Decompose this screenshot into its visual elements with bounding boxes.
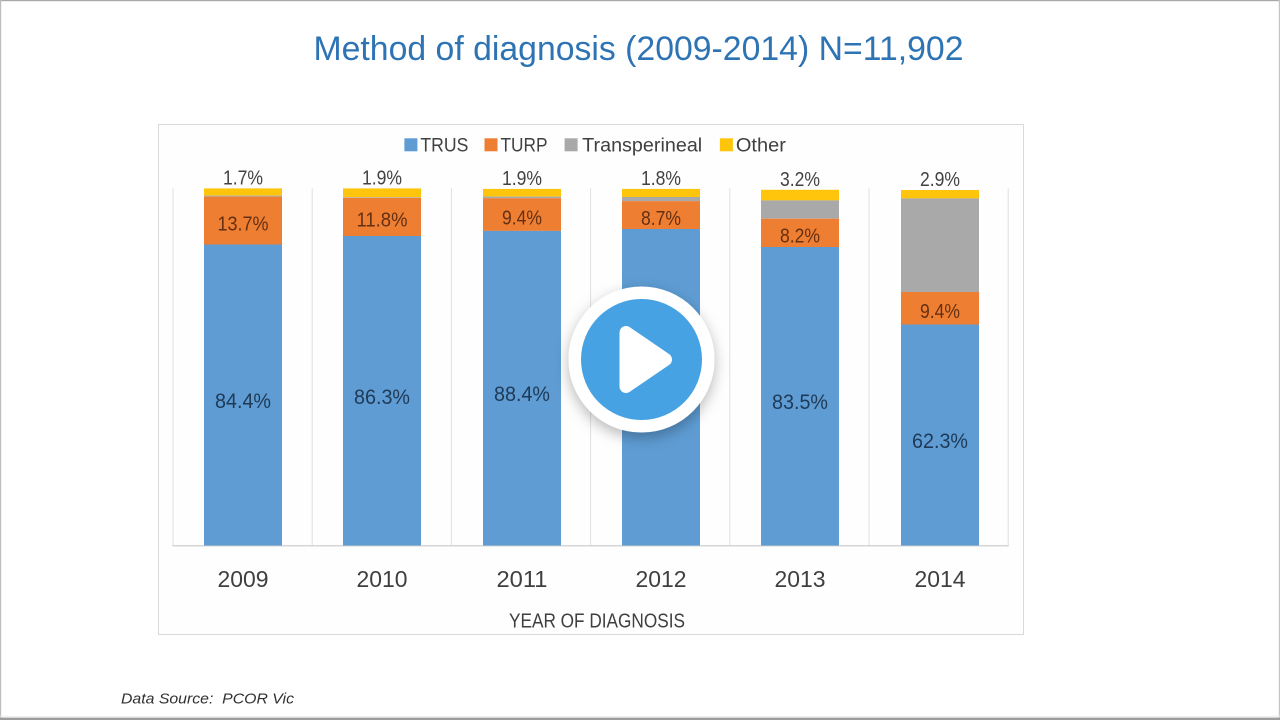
svg-text:1.8%: 1.8%: [641, 168, 681, 190]
svg-text:3.2%: 3.2%: [780, 169, 820, 191]
svg-text:2010: 2010: [357, 566, 408, 592]
svg-text:2009: 2009: [218, 566, 269, 592]
svg-text:TRUS: TRUS: [420, 136, 468, 157]
svg-text:2.9%: 2.9%: [920, 169, 960, 191]
svg-text:86.3%: 86.3%: [354, 385, 410, 409]
svg-text:13.7%: 13.7%: [218, 213, 269, 235]
svg-text:2011: 2011: [497, 566, 548, 592]
svg-text:84.4%: 84.4%: [215, 389, 271, 413]
svg-text:1.7%: 1.7%: [223, 167, 263, 189]
svg-text:YEAR OF DIAGNOSIS: YEAR OF DIAGNOSIS: [509, 609, 685, 632]
svg-text:88.4%: 88.4%: [494, 382, 550, 406]
svg-text:62.3%: 62.3%: [912, 429, 968, 453]
svg-text:Transperineal: Transperineal: [582, 136, 702, 157]
svg-text:Method of diagnosis (2009-2014: Method of diagnosis (2009-2014) N=11,902: [314, 30, 964, 68]
svg-text:Other: Other: [736, 136, 787, 157]
svg-text:Data Source: PCOR Vic: Data Source: PCOR Vic: [121, 692, 295, 708]
svg-text:2012: 2012: [636, 566, 687, 592]
svg-text:8.7%: 8.7%: [641, 208, 681, 230]
svg-text:2013: 2013: [775, 566, 826, 592]
svg-text:8.2%: 8.2%: [780, 226, 820, 248]
svg-text:TURP: TURP: [501, 136, 548, 157]
svg-text:1.9%: 1.9%: [502, 168, 542, 190]
svg-text:9.4%: 9.4%: [502, 207, 542, 229]
svg-text:1.9%: 1.9%: [362, 167, 402, 189]
svg-text:83.5%: 83.5%: [772, 390, 828, 414]
svg-text:2014: 2014: [915, 566, 966, 592]
svg-text:11.8%: 11.8%: [357, 210, 408, 232]
svg-text:9.4%: 9.4%: [920, 301, 960, 323]
